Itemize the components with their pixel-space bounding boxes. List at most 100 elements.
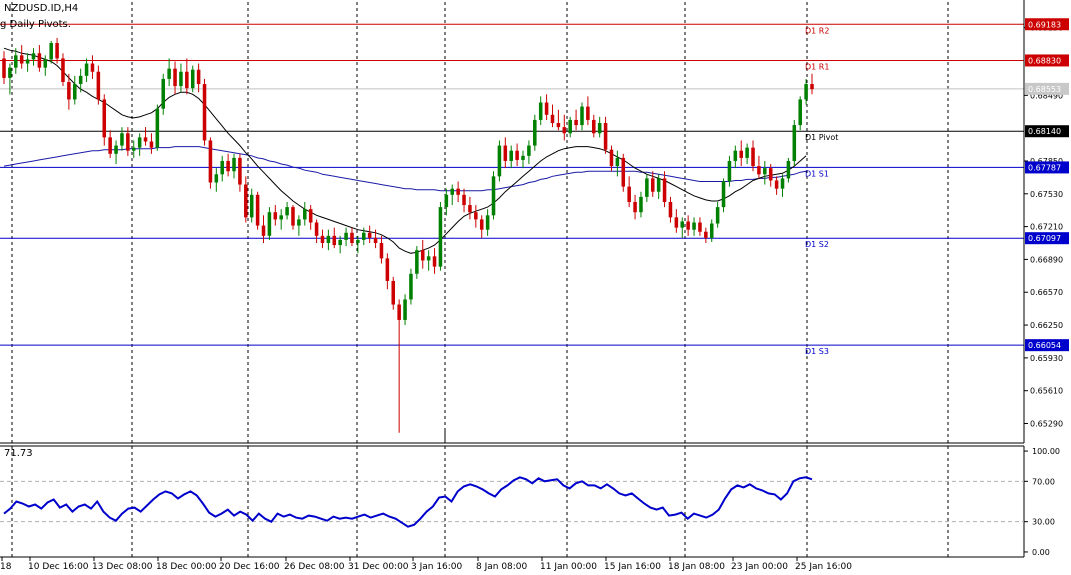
candle-body <box>185 71 189 89</box>
candle-body <box>226 160 230 172</box>
candle-body <box>285 207 289 216</box>
candle-body <box>438 207 443 267</box>
candle-body <box>580 106 584 126</box>
candle-body <box>2 58 6 78</box>
candle-body <box>208 140 213 183</box>
candle-body <box>397 304 401 320</box>
candle-body <box>49 43 53 60</box>
moving-averages <box>3 47 807 254</box>
candle-body <box>804 84 808 100</box>
candle-body <box>332 235 337 246</box>
candle-body <box>586 106 590 120</box>
candle-body <box>668 201 673 218</box>
candle-body <box>792 125 797 161</box>
rsi-tick-label: 30.00 <box>1032 518 1055 527</box>
candle-body <box>67 81 71 100</box>
pivot-label: D1 S3 <box>805 347 829 356</box>
candle-body <box>639 196 643 213</box>
candle-body <box>131 147 136 151</box>
candle-body <box>633 201 637 213</box>
candle-body <box>733 150 738 161</box>
candle-body <box>161 78 166 109</box>
candle-body <box>597 123 602 134</box>
candle-body <box>680 221 685 228</box>
candle-body <box>391 280 396 305</box>
candle-body <box>261 225 266 236</box>
rsi-line <box>3 476 813 528</box>
pivot-price-tag <box>1025 232 1069 245</box>
candle-body <box>308 209 313 223</box>
candle-body <box>314 222 319 236</box>
x-tick-label: 31 Dec 00:00 <box>348 562 409 572</box>
x-tick-label: 25 Jan 16:00 <box>795 562 852 572</box>
chart-title: NZDUSD.ID,H4 <box>4 3 79 14</box>
candle-body <box>232 157 236 172</box>
ma-slow-line <box>3 146 807 192</box>
price-tick-label: 0.67210 <box>1030 223 1063 232</box>
rsi-panel: 100.00 70.00 30.00 0.00 <box>0 445 1060 558</box>
candle-body <box>609 149 614 167</box>
candle-body <box>291 207 295 226</box>
candle-body <box>662 178 667 202</box>
candle-body <box>361 232 366 240</box>
candle-body <box>686 221 690 230</box>
candle-body <box>739 150 743 158</box>
candle-body <box>214 174 219 183</box>
candle-body <box>491 176 496 216</box>
candle-body <box>615 157 620 167</box>
candle-body <box>515 150 519 160</box>
pivot-price-label: 0.69183 <box>1028 20 1061 29</box>
candle-body <box>562 127 567 134</box>
candle-body <box>403 299 407 320</box>
pivot-label: D1 R2 <box>805 26 829 35</box>
candle-body <box>190 69 195 89</box>
price-tick-label: 0.67530 <box>1030 190 1063 199</box>
candle-body <box>90 63 95 72</box>
candle-body <box>179 71 183 87</box>
candle-body <box>692 222 696 230</box>
candle-body <box>14 55 18 68</box>
candle-body <box>420 250 425 261</box>
x-tick-label: 11 Jan 00:00 <box>540 562 597 572</box>
candle-body <box>244 184 248 218</box>
candle-body <box>73 84 77 100</box>
candle-body <box>727 160 732 182</box>
candle-body <box>108 137 112 154</box>
candle-body <box>25 59 30 64</box>
pivot-price-label: 0.66054 <box>1028 341 1061 350</box>
candle-body <box>37 53 42 68</box>
x-tick-label: 23 Jan 00:00 <box>731 562 788 572</box>
candle-body <box>249 194 254 218</box>
x-tick-label: 18 <box>0 562 12 572</box>
candle-body <box>137 137 142 148</box>
candle-body <box>43 59 48 68</box>
price-tick-label: 0.68490 <box>1030 91 1063 100</box>
candle-body <box>220 160 224 175</box>
x-tick-label: 26 Dec 08:00 <box>284 562 345 572</box>
current-price-tag <box>1025 82 1069 95</box>
rsi-tick-label: 70.00 <box>1032 477 1055 486</box>
candle-body <box>444 194 449 208</box>
rsi-tick-label: 100.00 <box>1032 447 1060 456</box>
candle-body <box>715 207 720 224</box>
candle-body <box>592 119 596 134</box>
candle-body <box>698 222 702 232</box>
candle-body <box>763 168 767 175</box>
x-tick-label: 20 Dec 16:00 <box>219 562 280 572</box>
candle-body <box>143 137 148 142</box>
candle-body <box>96 71 101 100</box>
candle-body <box>751 147 755 167</box>
candle-body <box>84 63 89 76</box>
pivot-price-label: 0.68140 <box>1028 127 1061 136</box>
candlesticks <box>2 37 814 433</box>
candle-body <box>326 235 331 244</box>
x-tick-label: 15 Jan 16:00 <box>604 562 661 572</box>
candle-body <box>709 223 714 238</box>
ma-fast-line <box>3 47 807 254</box>
candle-body <box>533 119 537 146</box>
pivot-label: D1 Pivot <box>805 133 838 142</box>
x-tick-label: 3 Jan 16:00 <box>411 562 463 572</box>
price-tick-label: 0.65930 <box>1030 354 1063 363</box>
